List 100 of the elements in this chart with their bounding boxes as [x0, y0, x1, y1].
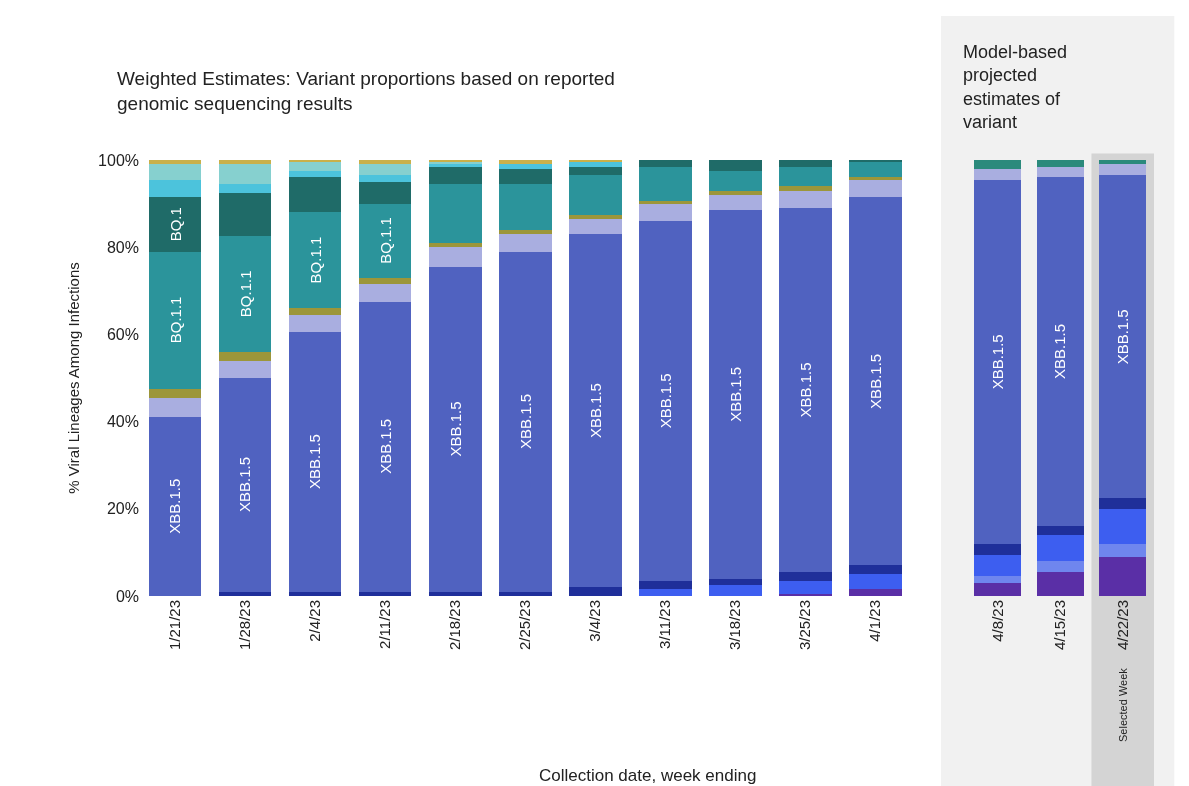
- bar: [779, 190, 832, 208]
- bar: [499, 234, 552, 252]
- bar: [428, 266, 482, 592]
- bar: [849, 177, 902, 180]
- bar: [499, 160, 552, 165]
- bar: [1036, 160, 1084, 167]
- bar: [974, 168, 1022, 180]
- bar: [1099, 508, 1147, 544]
- x-tick-label: 4/22/23: [1113, 600, 1131, 651]
- bar: [849, 160, 902, 163]
- bar: [218, 378, 272, 592]
- bar: [1099, 164, 1147, 176]
- bar: [148, 160, 202, 165]
- bar: [1036, 561, 1084, 573]
- chart-title: Weighted Estimates: Variant proportions based on reported genomic sequencing results: [117, 68, 615, 114]
- bar: [639, 166, 692, 202]
- bar: [1099, 543, 1147, 557]
- x-tick-label: 3/18/23: [726, 600, 744, 651]
- bar: [148, 197, 202, 252]
- x-tick-label: 2/11/23: [376, 600, 394, 649]
- x-tick-label: 3/4/23: [586, 600, 604, 642]
- y-tick-label: 20%: [106, 500, 139, 518]
- bar: [639, 580, 692, 590]
- bar: [709, 210, 762, 579]
- band-label: Selected Week: [1116, 667, 1129, 742]
- data-label: BQ.1.1: [306, 236, 324, 284]
- data-label: XBB.1.5: [236, 456, 254, 512]
- bar: [1036, 534, 1084, 562]
- data-label: XBB.1.5: [376, 418, 394, 474]
- y-tick-label: 80%: [106, 238, 139, 256]
- bar: [428, 242, 482, 248]
- bar: [428, 166, 482, 184]
- x-tick-label: 1/28/23: [235, 600, 253, 651]
- bar: [288, 308, 342, 315]
- bar: [849, 589, 902, 596]
- x-tick-label: 2/25/23: [516, 600, 534, 651]
- bar: [849, 565, 902, 575]
- bar: [849, 574, 902, 590]
- bar: [709, 578, 762, 586]
- bar: [1036, 166, 1084, 178]
- bar: [428, 591, 482, 596]
- bar: [288, 160, 342, 163]
- bar: [639, 160, 692, 167]
- bar: [148, 164, 202, 180]
- bar: [569, 160, 622, 163]
- data-label: XBB.1.5: [586, 383, 604, 439]
- data-label: BQ.1.1: [376, 217, 394, 264]
- bar: [1099, 160, 1147, 165]
- y-tick-label: 0%: [115, 587, 139, 605]
- bar: [358, 203, 412, 278]
- bar: [358, 284, 412, 302]
- bar: [148, 388, 202, 398]
- bar: [779, 580, 832, 594]
- data-label: XBB.1.5: [867, 353, 885, 409]
- bar: [288, 314, 342, 333]
- bar: [569, 175, 622, 215]
- bar: [779, 593, 832, 596]
- data-label: XBB.1.5: [656, 373, 674, 429]
- bar: [148, 397, 202, 418]
- bar: [569, 166, 622, 176]
- bar: [218, 591, 272, 596]
- bar: [779, 166, 832, 187]
- bar: [974, 179, 1022, 544]
- chart-title: Model-based projected estimates of variant: [963, 42, 1068, 133]
- bar: [499, 591, 552, 596]
- data-label: BQ.1.1: [237, 270, 255, 318]
- y-tick-label: 100%: [98, 151, 139, 169]
- bar: [218, 164, 272, 184]
- data-label: XBB.1.5: [727, 366, 745, 422]
- bar: [639, 201, 692, 204]
- bar: [974, 160, 1022, 169]
- bar: [849, 162, 902, 178]
- bar: [218, 351, 272, 361]
- bar: [358, 591, 412, 596]
- bar: [358, 160, 412, 165]
- bar: [499, 168, 552, 184]
- x-tick-label: 3/25/23: [796, 600, 814, 651]
- bar: [569, 234, 622, 588]
- bar: [709, 194, 762, 211]
- data-label: XBB.1.5: [989, 334, 1007, 390]
- bar: [148, 251, 202, 389]
- bar: [218, 160, 272, 165]
- bar: [709, 160, 762, 171]
- bar: [974, 582, 1022, 596]
- bar: [288, 177, 342, 213]
- bar: [569, 162, 622, 167]
- bar: [709, 190, 762, 195]
- y-tick-label: 40%: [106, 413, 139, 431]
- x-tick-label: 4/1/23: [866, 600, 884, 642]
- x-tick-label: 3/11/23: [656, 600, 674, 649]
- bar: [779, 572, 832, 581]
- bar: [779, 160, 832, 167]
- bar: [358, 301, 412, 592]
- bar: [218, 192, 272, 237]
- bar: [1036, 572, 1084, 596]
- data-label: XBB.1.5: [306, 434, 324, 490]
- bar: [358, 181, 412, 204]
- bar: [288, 170, 342, 178]
- bar: [779, 207, 832, 573]
- bar: [499, 183, 552, 230]
